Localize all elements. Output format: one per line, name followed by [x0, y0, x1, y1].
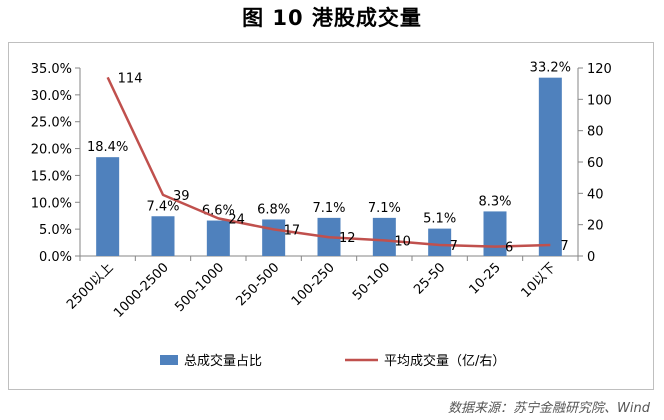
x-tick-label: 2500以上: [64, 260, 116, 312]
y-right-tick-label: 120: [587, 62, 612, 77]
bar: [96, 157, 120, 256]
line-data-label: 7: [560, 239, 568, 254]
bar-data-label: 5.1%: [423, 212, 456, 227]
line-data-label: 39: [173, 189, 190, 204]
source-note: 数据来源：苏宁金融研究院、Wind: [448, 401, 650, 416]
y-left-tick-label: 20.0%: [31, 143, 72, 158]
y-left-tick-label: 0.0%: [39, 250, 72, 265]
y-left-tick-label: 15.0%: [31, 169, 72, 184]
y-right-tick-label: 0: [587, 250, 595, 265]
legend-swatch-bar: [160, 355, 178, 365]
y-left-tick-label: 30.0%: [31, 89, 72, 104]
line-data-label: 24: [228, 212, 245, 227]
chart-frame: [8, 42, 654, 390]
x-tick-label: 250-500: [233, 260, 282, 309]
x-tick-label: 100-250: [289, 260, 338, 309]
bar: [372, 217, 396, 256]
bar-data-label: 8.3%: [478, 194, 511, 209]
y-left-tick-label: 5.0%: [39, 223, 72, 238]
bar-data-label: 18.4%: [87, 140, 128, 155]
line-data-label: 12: [339, 231, 356, 246]
line-data-label: 7: [450, 239, 458, 254]
bar: [538, 77, 562, 256]
chart-title: 图 10 港股成交量: [242, 6, 422, 30]
line-data-label: 10: [394, 234, 411, 249]
line-data-label: 17: [284, 223, 301, 238]
line-data-label: 6: [505, 241, 513, 256]
x-tick-label: 1000-2500: [111, 260, 172, 321]
y-right-tick-label: 60: [587, 156, 604, 171]
y-right-tick-label: 40: [587, 187, 604, 202]
y-left-tick-label: 10.0%: [31, 196, 72, 211]
bar-data-label: 33.2%: [530, 61, 571, 76]
bar: [151, 216, 175, 256]
line-series: [106, 76, 551, 248]
x-tick-label: 50-100: [350, 260, 393, 303]
legend-label-line: 平均成交量（亿/右）: [384, 353, 505, 369]
bar-data-label: 7.1%: [312, 201, 345, 216]
legend-label-bar: 总成交量占比: [184, 353, 262, 369]
x-tick-label: 10以下: [518, 260, 559, 301]
bar-data-label: 6.8%: [257, 202, 290, 217]
bar: [483, 211, 507, 256]
y-right-tick-label: 100: [587, 93, 612, 108]
y-left-tick-label: 35.0%: [31, 62, 72, 77]
x-tick-label: 25-50: [411, 260, 448, 297]
line-data-label: 114: [118, 71, 143, 86]
y-right-tick-label: 80: [587, 125, 604, 140]
bar: [206, 220, 230, 256]
x-tick-label: 10-25: [467, 260, 504, 297]
bar: [428, 228, 452, 256]
x-tick-label: 500-1000: [172, 260, 227, 315]
y-left-tick-label: 25.0%: [31, 116, 72, 131]
bar-data-label: 7.4%: [146, 199, 179, 214]
bar: [262, 219, 286, 256]
bar-data-label: 7.1%: [368, 201, 401, 216]
y-right-tick-label: 20: [587, 219, 604, 234]
